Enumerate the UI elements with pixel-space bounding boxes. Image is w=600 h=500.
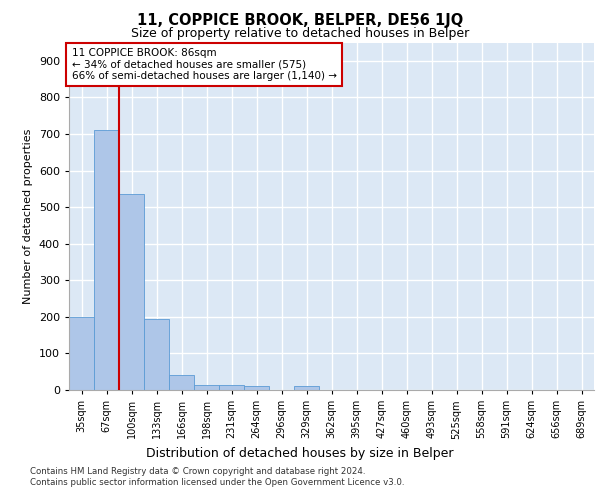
Bar bbox=[144, 320, 169, 390]
Bar bbox=[244, 386, 269, 390]
Bar bbox=[69, 317, 94, 390]
Bar bbox=[119, 194, 144, 390]
Text: Size of property relative to detached houses in Belper: Size of property relative to detached ho… bbox=[131, 28, 469, 40]
Text: Distribution of detached houses by size in Belper: Distribution of detached houses by size … bbox=[146, 448, 454, 460]
Text: 11, COPPICE BROOK, BELPER, DE56 1JQ: 11, COPPICE BROOK, BELPER, DE56 1JQ bbox=[137, 12, 463, 28]
Text: 11 COPPICE BROOK: 86sqm
← 34% of detached houses are smaller (575)
66% of semi-d: 11 COPPICE BROOK: 86sqm ← 34% of detache… bbox=[71, 48, 337, 81]
Bar bbox=[94, 130, 119, 390]
Bar bbox=[294, 386, 319, 390]
Y-axis label: Number of detached properties: Number of detached properties bbox=[23, 128, 33, 304]
Bar bbox=[169, 376, 194, 390]
Bar bbox=[194, 384, 219, 390]
Text: Contains HM Land Registry data © Crown copyright and database right 2024.
Contai: Contains HM Land Registry data © Crown c… bbox=[30, 468, 404, 487]
Bar bbox=[219, 384, 244, 390]
